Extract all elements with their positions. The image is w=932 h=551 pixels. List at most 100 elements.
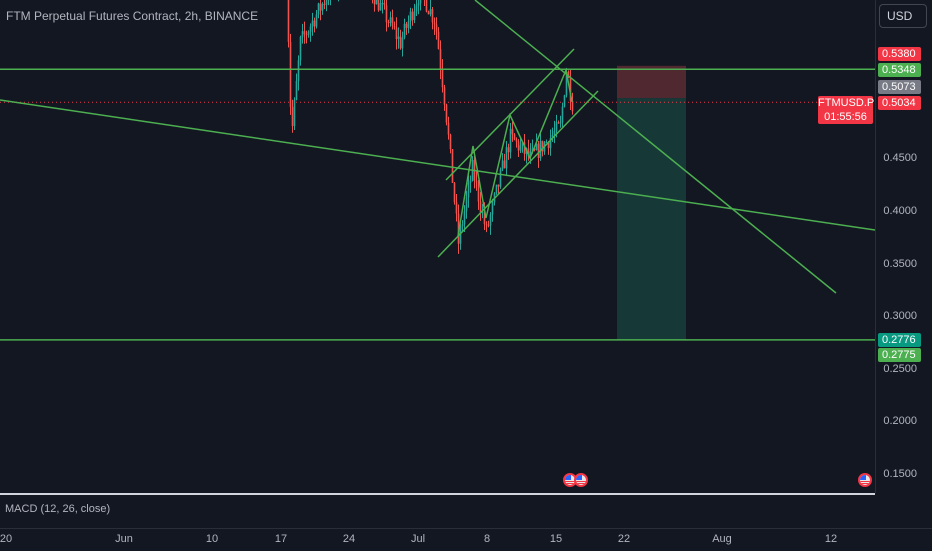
- candle-body: [394, 26, 396, 28]
- candle-body: [440, 49, 442, 69]
- candle-body: [478, 182, 480, 201]
- wedge-lower-line: [438, 91, 598, 257]
- time-label: 10: [206, 533, 218, 545]
- price-tick: 0.2000: [883, 415, 917, 427]
- candle-body: [492, 202, 494, 214]
- price-tick: 0.3500: [883, 258, 917, 270]
- price-tick: 0.4500: [883, 152, 917, 164]
- candle-body: [392, 17, 394, 26]
- time-label: 20: [0, 533, 12, 545]
- candle-body: [398, 37, 400, 39]
- candle-body: [312, 21, 314, 27]
- candle-body: [464, 211, 466, 224]
- candle-body: [454, 183, 456, 202]
- resistance-price-tag: 0.5348: [878, 63, 921, 77]
- price-tick: 0.1500: [883, 468, 917, 480]
- current-price-tag: 0.5034: [878, 96, 921, 110]
- candle-body: [326, 0, 328, 4]
- candle-body: [306, 34, 308, 35]
- candle-body: [554, 131, 556, 135]
- time-label: 24: [343, 533, 355, 545]
- candle-body: [502, 160, 504, 169]
- price-tick: 0.3000: [883, 310, 917, 322]
- candle-body: [310, 27, 312, 32]
- candle-body: [480, 202, 482, 213]
- candle-body: [572, 101, 574, 111]
- candle-body: [410, 12, 412, 22]
- target-price-tag: 0.2776: [878, 333, 921, 347]
- candle-body: [490, 215, 492, 226]
- bar-countdown: 01:55:56: [818, 110, 873, 124]
- candle-body: [388, 22, 390, 23]
- candle-body: [446, 105, 448, 123]
- candle-body: [384, 3, 386, 5]
- macd-pane[interactable]: MACD (12, 26, close): [0, 495, 875, 528]
- candle-body: [400, 37, 402, 49]
- candle-body: [504, 160, 506, 168]
- symbol-price-tag: FTMUSD.P 01:55:56: [818, 96, 873, 124]
- time-label: Aug: [712, 533, 732, 545]
- candle-body: [308, 32, 310, 35]
- candle-body: [434, 22, 436, 24]
- candle-body: [470, 181, 472, 183]
- candle-body: [322, 4, 324, 11]
- candle-body: [452, 149, 454, 183]
- candle-body: [288, 0, 290, 42]
- candle-body: [380, 3, 382, 10]
- candle-body: [318, 3, 320, 14]
- candle-body: [560, 123, 562, 124]
- candle-body: [466, 197, 468, 211]
- stop-price-tag: 0.5380: [878, 47, 921, 61]
- candle-body: [450, 135, 452, 149]
- candle-body: [462, 224, 464, 226]
- candle-body: [426, 0, 428, 11]
- candle-body: [414, 11, 416, 20]
- entry-price-tag: 0.5073: [878, 80, 921, 94]
- candle-body: [428, 11, 430, 14]
- candle-body: [404, 24, 406, 38]
- candle-body: [314, 21, 316, 27]
- candle-body: [506, 147, 508, 168]
- time-label: Jul: [411, 533, 425, 545]
- candle-body: [516, 140, 518, 142]
- time-label: 22: [618, 533, 630, 545]
- time-label: 8: [484, 533, 490, 545]
- candle-body: [420, 0, 422, 3]
- candle-body: [500, 169, 502, 186]
- candle-body: [456, 202, 458, 213]
- us-flag-icon[interactable]: [574, 473, 588, 487]
- candle-body: [442, 69, 444, 87]
- price-axis[interactable]: 0.4500 0.4000 0.3500 0.3000 0.2500 0.200…: [875, 0, 932, 493]
- candle-body: [496, 185, 498, 194]
- candle-body: [402, 37, 404, 48]
- us-flag-icon[interactable]: [858, 473, 872, 487]
- main-chart[interactable]: FTM Perpetual Futures Contract, 2h, BINA…: [0, 0, 875, 493]
- candle-body: [518, 142, 520, 151]
- candle-body: [292, 107, 294, 126]
- candle-body: [386, 5, 388, 22]
- candle-body: [436, 24, 438, 31]
- time-label: 12: [825, 533, 837, 545]
- candle-body: [396, 28, 398, 39]
- time-label: 15: [550, 533, 562, 545]
- candle-body: [412, 12, 414, 21]
- long-trendline: [0, 100, 875, 230]
- candle-body: [508, 147, 510, 152]
- candle-body: [290, 42, 292, 107]
- candle-body: [514, 134, 516, 140]
- currency-button[interactable]: USD: [879, 4, 927, 28]
- candle-body: [378, 0, 380, 10]
- candle-body: [432, 9, 434, 22]
- candle-body: [448, 123, 450, 135]
- time-axis[interactable]: 20 Jun 10 17 24 Jul 8 15 22 Aug 12: [0, 528, 932, 551]
- candle-body: [390, 17, 392, 23]
- candle-body: [382, 3, 384, 4]
- time-label: 17: [275, 533, 287, 545]
- price-tick: 0.4000: [883, 205, 917, 217]
- chart-canvas[interactable]: [0, 0, 875, 493]
- candle-body: [468, 183, 470, 198]
- candle-body: [408, 21, 410, 28]
- candle-body: [564, 95, 566, 106]
- candle-body: [298, 60, 300, 81]
- candle-body: [418, 3, 420, 5]
